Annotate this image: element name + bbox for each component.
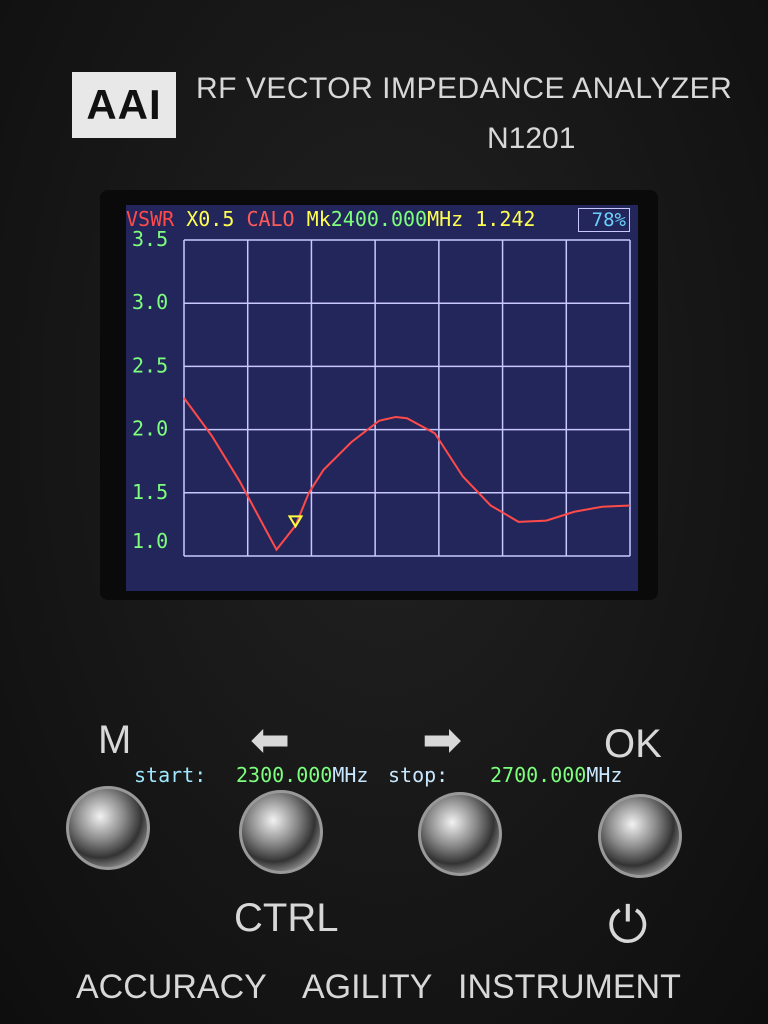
marker-unit: MHz xyxy=(427,207,464,231)
m-label: M xyxy=(98,718,132,762)
marker-freq: 2400.000 xyxy=(330,207,428,231)
slogan-accuracy: ACCURACY xyxy=(76,968,267,1006)
m-button[interactable] xyxy=(66,786,150,870)
y-tick-label: 2.5 xyxy=(132,353,168,377)
y-tick-label: 1.0 xyxy=(132,529,168,553)
marker-triangle-icon xyxy=(287,515,304,529)
device-model: N1201 xyxy=(487,122,576,155)
status-header: VSWR X0.5 CALO Mk2400.000MHz 1.242 xyxy=(126,207,535,231)
ok-label: OK xyxy=(604,722,662,766)
brand-logo: AAI xyxy=(72,72,176,138)
right-button[interactable] xyxy=(418,792,502,876)
y-tick-label: 3.0 xyxy=(132,290,168,314)
stop-label: stop: xyxy=(388,763,449,787)
right-arrow-icon: ➡ xyxy=(422,714,463,767)
device-title: RF VECTOR IMPEDANCE ANALYZER xyxy=(196,72,733,105)
power-icon: ⏻ xyxy=(608,897,648,953)
stop-frequency: 2700.000MHz xyxy=(490,763,622,787)
slogan-instrument: INSTRUMENT xyxy=(458,968,681,1006)
marker-prefix: Mk xyxy=(306,207,331,231)
stop-value: 2700.000 xyxy=(490,763,587,787)
y-tick-label: 2.0 xyxy=(132,417,168,441)
start-unit: MHz xyxy=(332,763,369,787)
vswr-chart: 1.0 1.5 2.0 2.5 3.0 3.5 xyxy=(132,227,631,557)
y-tick-label: 3.5 xyxy=(132,227,168,251)
mode-label: VSWR xyxy=(126,207,175,231)
battery-indicator: 78% xyxy=(578,208,630,232)
lcd-screen: VSWR X0.5 CALO Mk2400.000MHz 1.242 78% 1… xyxy=(126,205,638,787)
ctrl-label: CTRL xyxy=(234,896,339,940)
marker-value: 1.242 xyxy=(475,207,536,231)
slogan-agility: AGILITY xyxy=(302,968,433,1006)
stop-unit: MHz xyxy=(586,763,623,787)
ok-button[interactable] xyxy=(598,794,682,878)
start-value: 2300.000 xyxy=(236,763,333,787)
scale-label: X0.5 xyxy=(186,207,235,231)
left-button[interactable] xyxy=(239,790,323,874)
vswr-trace xyxy=(183,397,631,552)
start-label: start: xyxy=(134,763,207,787)
start-frequency: 2300.000MHz xyxy=(236,763,368,787)
y-tick-label: 1.5 xyxy=(132,480,168,504)
cal-label: CALO xyxy=(246,207,295,231)
left-arrow-icon: ⬅ xyxy=(250,714,291,767)
